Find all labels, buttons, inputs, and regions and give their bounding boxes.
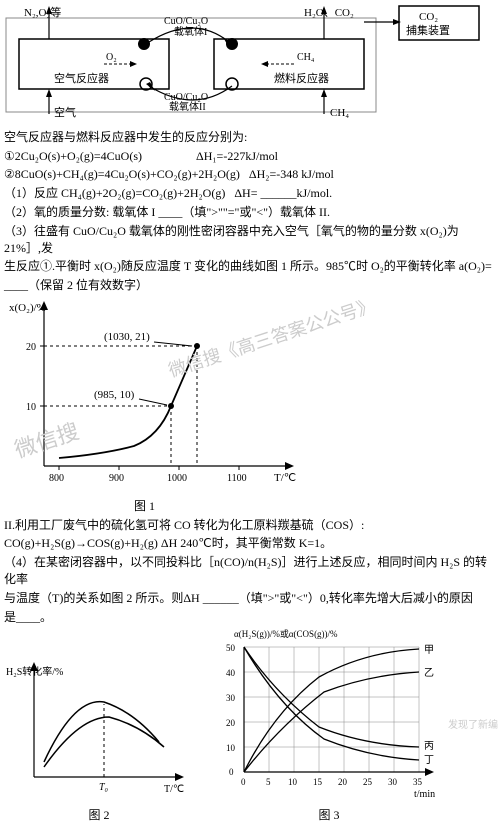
fig3-label: 图 3 [204,807,454,824]
q4-3: 是____。 [4,609,496,626]
svg-text:1000: 1000 [167,473,187,484]
ch4-in: CH₄ [330,107,349,119]
o2-label: O₂ [106,52,117,63]
eq1: ①2Cu₂O(s)+O₂(g)=4CuO(s) ΔH₁=-227kJ/mol [4,148,496,165]
q4-1: （4）在某密闭容器中，以不同投料比［n(CO)/n(H₂S)］进行上述反应，相同… [4,554,496,588]
lbl-a: 甲 [424,645,434,656]
label-n2o2: N₂,O₂等 [24,5,61,19]
svg-text:20: 20 [26,342,36,353]
chart2-svg: H₂S转化率/% T/℃ T₀ [4,657,194,802]
chart2-container: H₂S转化率/% T/℃ T₀ 图 2 [4,657,194,824]
svg-text:800: 800 [49,473,64,484]
fig2-label: 图 2 [4,807,194,824]
svg-text:10: 10 [26,402,36,413]
c2-xlabel: T/℃ [164,784,184,795]
q2: （2）氧的质量分数: 载氧体 I ____（填">""="或"<"）载氧体 II… [4,204,496,221]
svg-text:35: 35 [413,777,423,787]
pt1: (985, 10) [94,389,135,401]
svg-text:0: 0 [229,767,234,777]
svg-text:30: 30 [388,777,398,787]
svg-text:20: 20 [226,718,236,728]
bottom-charts: H₂S转化率/% T/℃ T₀ 图 2 α(H₂S(g))/%或α(COS(g)… [4,627,496,824]
pt2: (1030, 21) [104,331,150,343]
chart3-svg: α(H₂S(g))/%或α(COS(g))/% [204,627,454,802]
svg-text:25: 25 [363,777,373,787]
eq3: CO(g)+H₂S(g)→COS(g)+H₂(g) ΔH 240℃时，其平衡常数… [4,535,496,552]
text-line1: 空气反应器与燃料反应器中发生的反应分别为: [4,129,496,146]
flow-svg: N₂,O₂等 H₂O、CO₂ CO₂ 捕集装置 CuO/Cu₂O 载氧体I Cu… [4,4,494,122]
eq2: ②8CuO(s)+CH₄(g)=4Cu₂O(s)+CO₂(g)+2H₂O(g) … [4,166,496,183]
q3-3: ____（保留 2 位有效数字） [4,277,496,294]
q3-1: （3）往盛有 CuO/Cu₂O 载氧体的刚性密闭容器中充入空气［氧气的物的量分数… [4,223,496,257]
co2: CO₂ [419,11,438,23]
corner-watermark: 发现了新编 [448,719,498,733]
svg-text:50: 50 [226,643,236,653]
svg-text:40: 40 [226,668,236,678]
svg-text:1100: 1100 [227,473,247,484]
lbl-d: 丁 [424,755,434,766]
bot-carrier2: 载氧体II [169,100,206,113]
svg-text:20: 20 [338,777,348,787]
t0: T₀ [99,782,109,793]
svg-text:30: 30 [226,693,236,703]
q3-2: 生反应①.平衡时 x(O₂)随反应温度 T 变化的曲线如图 1 所示。985℃时… [4,258,496,275]
air-reactor: 空气反应器 [54,71,109,85]
top-carrier2: 载氧体I [174,25,207,38]
top-carrier1: CuO/Cu₂O [164,16,208,27]
flow-diagram: N₂,O₂等 H₂O、CO₂ CO₂ 捕集装置 CuO/Cu₂O 载氧体I Cu… [4,4,496,127]
lbl-b: 乙 [424,667,434,679]
svg-text:10: 10 [288,777,298,787]
svg-text:10: 10 [226,743,236,753]
q1: （1）反应 CH₄(g)+2O₂(g)=CO₂(g)+2H₂O(g) ΔH= _… [4,185,496,202]
c1-xlabel: T/℃ [274,472,296,484]
chart1-svg: x(O₂)/% T/℃ 800 900 1000 1100 10 20 (103… [4,296,314,491]
chart3-container: α(H₂S(g))/%或α(COS(g))/% [204,627,454,824]
svg-text:15: 15 [313,777,323,787]
svg-text:5: 5 [266,777,271,787]
c1-ylabel: x(O₂)/% [9,302,46,314]
lbl-c: 丙 [424,741,434,752]
part2: II.利用工厂废气中的硫化氢可将 CO 转化为化工原料羰基硫（COS）: [4,517,496,534]
fig1-label: 图 1 [134,498,496,515]
q4-2: 与温度（T)的关系如图 2 所示。则ΔH ______（填">"或"<"）0,转… [4,590,496,607]
ch4-label: CH₄ [297,52,315,63]
svg-text:0: 0 [241,777,246,787]
air-in: 空气 [54,105,76,119]
c3-ylabel: α(H₂S(g))/%或α(COS(g))/% [234,628,338,639]
chart1-container: 微信搜《高三答案公公号》 微信搜 x(O₂)/% T/℃ 800 900 100… [4,296,496,496]
label-h2oco2: H₂O、CO₂ [304,7,354,19]
co2-capture: 捕集装置 [406,23,450,37]
fuel-reactor: 燃料反应器 [274,71,329,85]
svg-text:900: 900 [109,473,124,484]
c2-ylabel: H₂S转化率/% [6,665,63,678]
c3-xlabel: t/min [414,789,435,800]
